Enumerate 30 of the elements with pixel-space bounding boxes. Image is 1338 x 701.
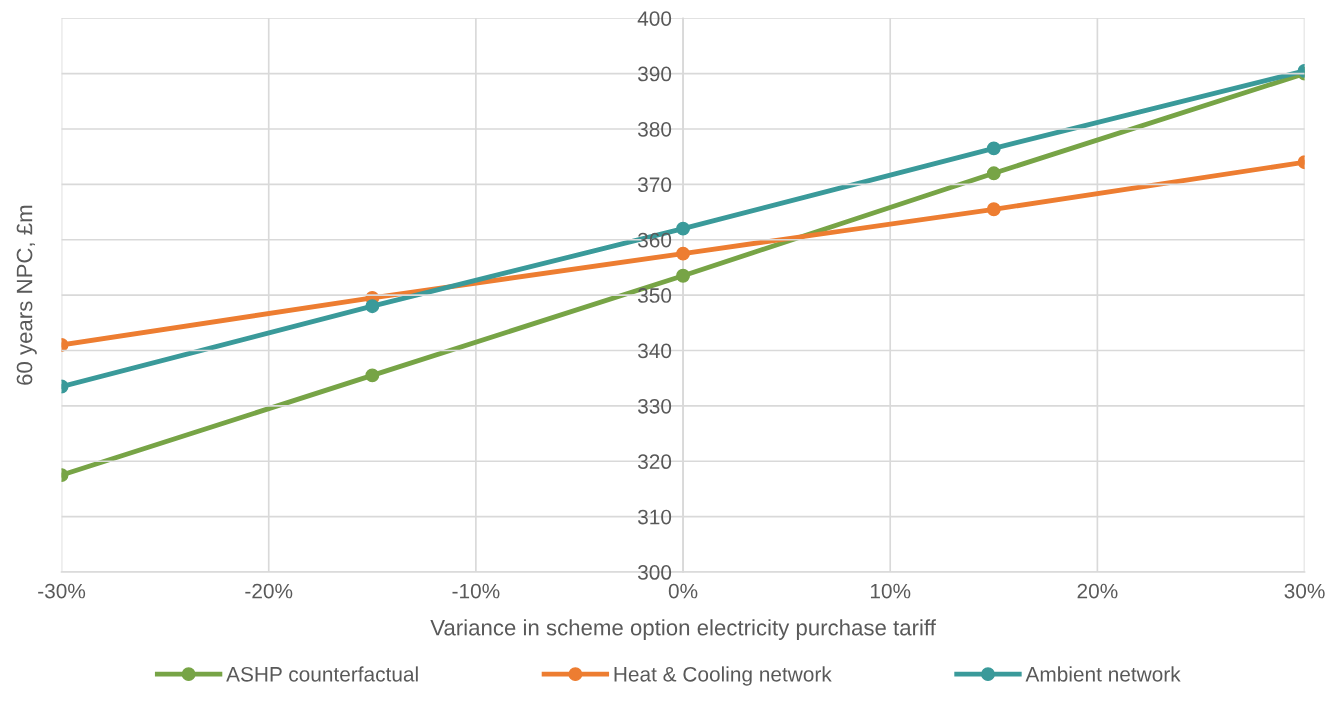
x-tick-label: -20%	[245, 583, 293, 599]
y-tick-label: 350	[637, 288, 672, 303]
y-axis-title: 60 years NPC, £m	[16, 205, 37, 385]
point	[365, 368, 380, 383]
y-tick-label: 300	[637, 565, 672, 580]
x-tick-label: 20%	[1077, 583, 1118, 599]
point	[986, 141, 1001, 156]
y-tick-label: 380	[637, 121, 672, 137]
y-tick-label: 330	[637, 398, 672, 414]
point	[676, 221, 690, 236]
x-tick-label: 0%	[668, 583, 698, 599]
y-tick-label: 390	[637, 66, 672, 82]
y-tick-label: 310	[637, 509, 672, 525]
x-tick-label: 10%	[870, 583, 911, 599]
point	[986, 202, 1001, 217]
legend-label: Ambient network	[1025, 666, 1181, 682]
point	[365, 299, 380, 314]
x-axis-title: Variance in scheme option electricity purchase tariff	[430, 619, 936, 640]
point	[676, 246, 690, 261]
x-tick-label: 30%	[1284, 583, 1325, 599]
point	[676, 268, 690, 283]
y-tick-label: 400	[637, 11, 672, 26]
y-tick-label: 340	[637, 343, 672, 359]
point	[986, 166, 1001, 181]
x-tick-label: -10%	[452, 583, 500, 599]
legend-label: Heat & Cooling network	[614, 666, 832, 686]
y-tick-label: 320	[637, 454, 672, 470]
legend-label: ASHP counterfactual	[226, 666, 418, 682]
x-tick-label: -30%	[38, 583, 86, 599]
y-tick-label: 370	[637, 177, 672, 193]
